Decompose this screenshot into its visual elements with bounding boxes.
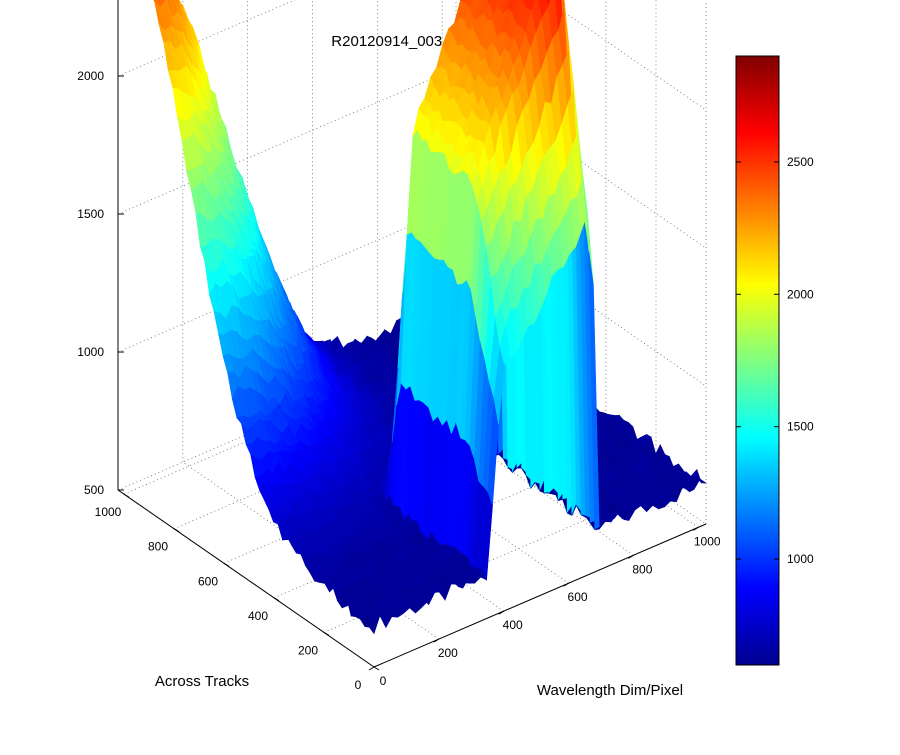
- y-tick: [173, 528, 180, 533]
- y-tick: [223, 562, 230, 567]
- y-tick-label: 800: [148, 540, 168, 554]
- surface-patch: [464, 0, 474, 9]
- x-axis-label: Wavelength Dim/Pixel: [537, 682, 683, 699]
- y-tick: [323, 632, 330, 636]
- colorbar-tick-label: 1000: [787, 552, 814, 566]
- axes: 0 200 400 600 800 1000 0 200 400 600 800 1000 500 100…: [77, 0, 721, 692]
- surface-patch: [695, 474, 708, 484]
- x-axis-line: [373, 523, 707, 668]
- y-tick-label: 600: [198, 574, 218, 588]
- y-tick: [123, 493, 130, 498]
- x-tick: [563, 582, 569, 587]
- y-axis-label: Across Tracks: [155, 673, 249, 690]
- grid-line: [117, 70, 451, 215]
- surface-patch: [487, 0, 491, 5]
- z-tick-label: 500: [84, 483, 104, 497]
- z-tick-label: 1000: [77, 345, 104, 359]
- colorbar-tick-label: 2000: [787, 287, 814, 301]
- y-axis-line: [117, 489, 375, 668]
- y-tick-label: 400: [248, 609, 268, 623]
- surface-patch: [488, 0, 498, 14]
- x-tick: [692, 526, 699, 531]
- z-tick-label: 1500: [77, 207, 104, 221]
- x-tick-label: 800: [632, 562, 652, 576]
- colorbar-gradient: [735, 55, 780, 666]
- x-tick: [368, 666, 375, 671]
- x-tick-label: 0: [380, 674, 387, 688]
- y-tick-label: 200: [298, 643, 318, 657]
- surface: [153, 0, 708, 635]
- surface-patch: [522, 0, 531, 9]
- colorbar-ticks: 1000 1500 2000 2500: [736, 155, 814, 566]
- x-tick-label: 1000: [694, 534, 721, 548]
- grid-line: [117, 208, 451, 353]
- colorbar: 1000 1500 2000 2500: [735, 55, 814, 666]
- colorbar-tick-label: 1500: [787, 420, 814, 434]
- surface-patch: [502, 0, 511, 14]
- surface-patch: [460, 0, 466, 3]
- x-tick: [498, 610, 504, 615]
- x-tick-label: 400: [503, 618, 523, 632]
- y-tick: [373, 666, 380, 671]
- y-tick-label: 0: [355, 678, 362, 692]
- x-tick-label: 600: [568, 590, 588, 604]
- y-tick: [273, 597, 280, 602]
- x-tick-label: 200: [438, 646, 458, 660]
- x-tick: [628, 554, 634, 559]
- colorbar-tick-label: 2500: [787, 155, 814, 169]
- x-tick: [433, 638, 440, 643]
- z-tick-label: 2000: [77, 69, 104, 83]
- y-tick-label: 1000: [95, 505, 122, 519]
- surface-patch: [479, 0, 481, 1]
